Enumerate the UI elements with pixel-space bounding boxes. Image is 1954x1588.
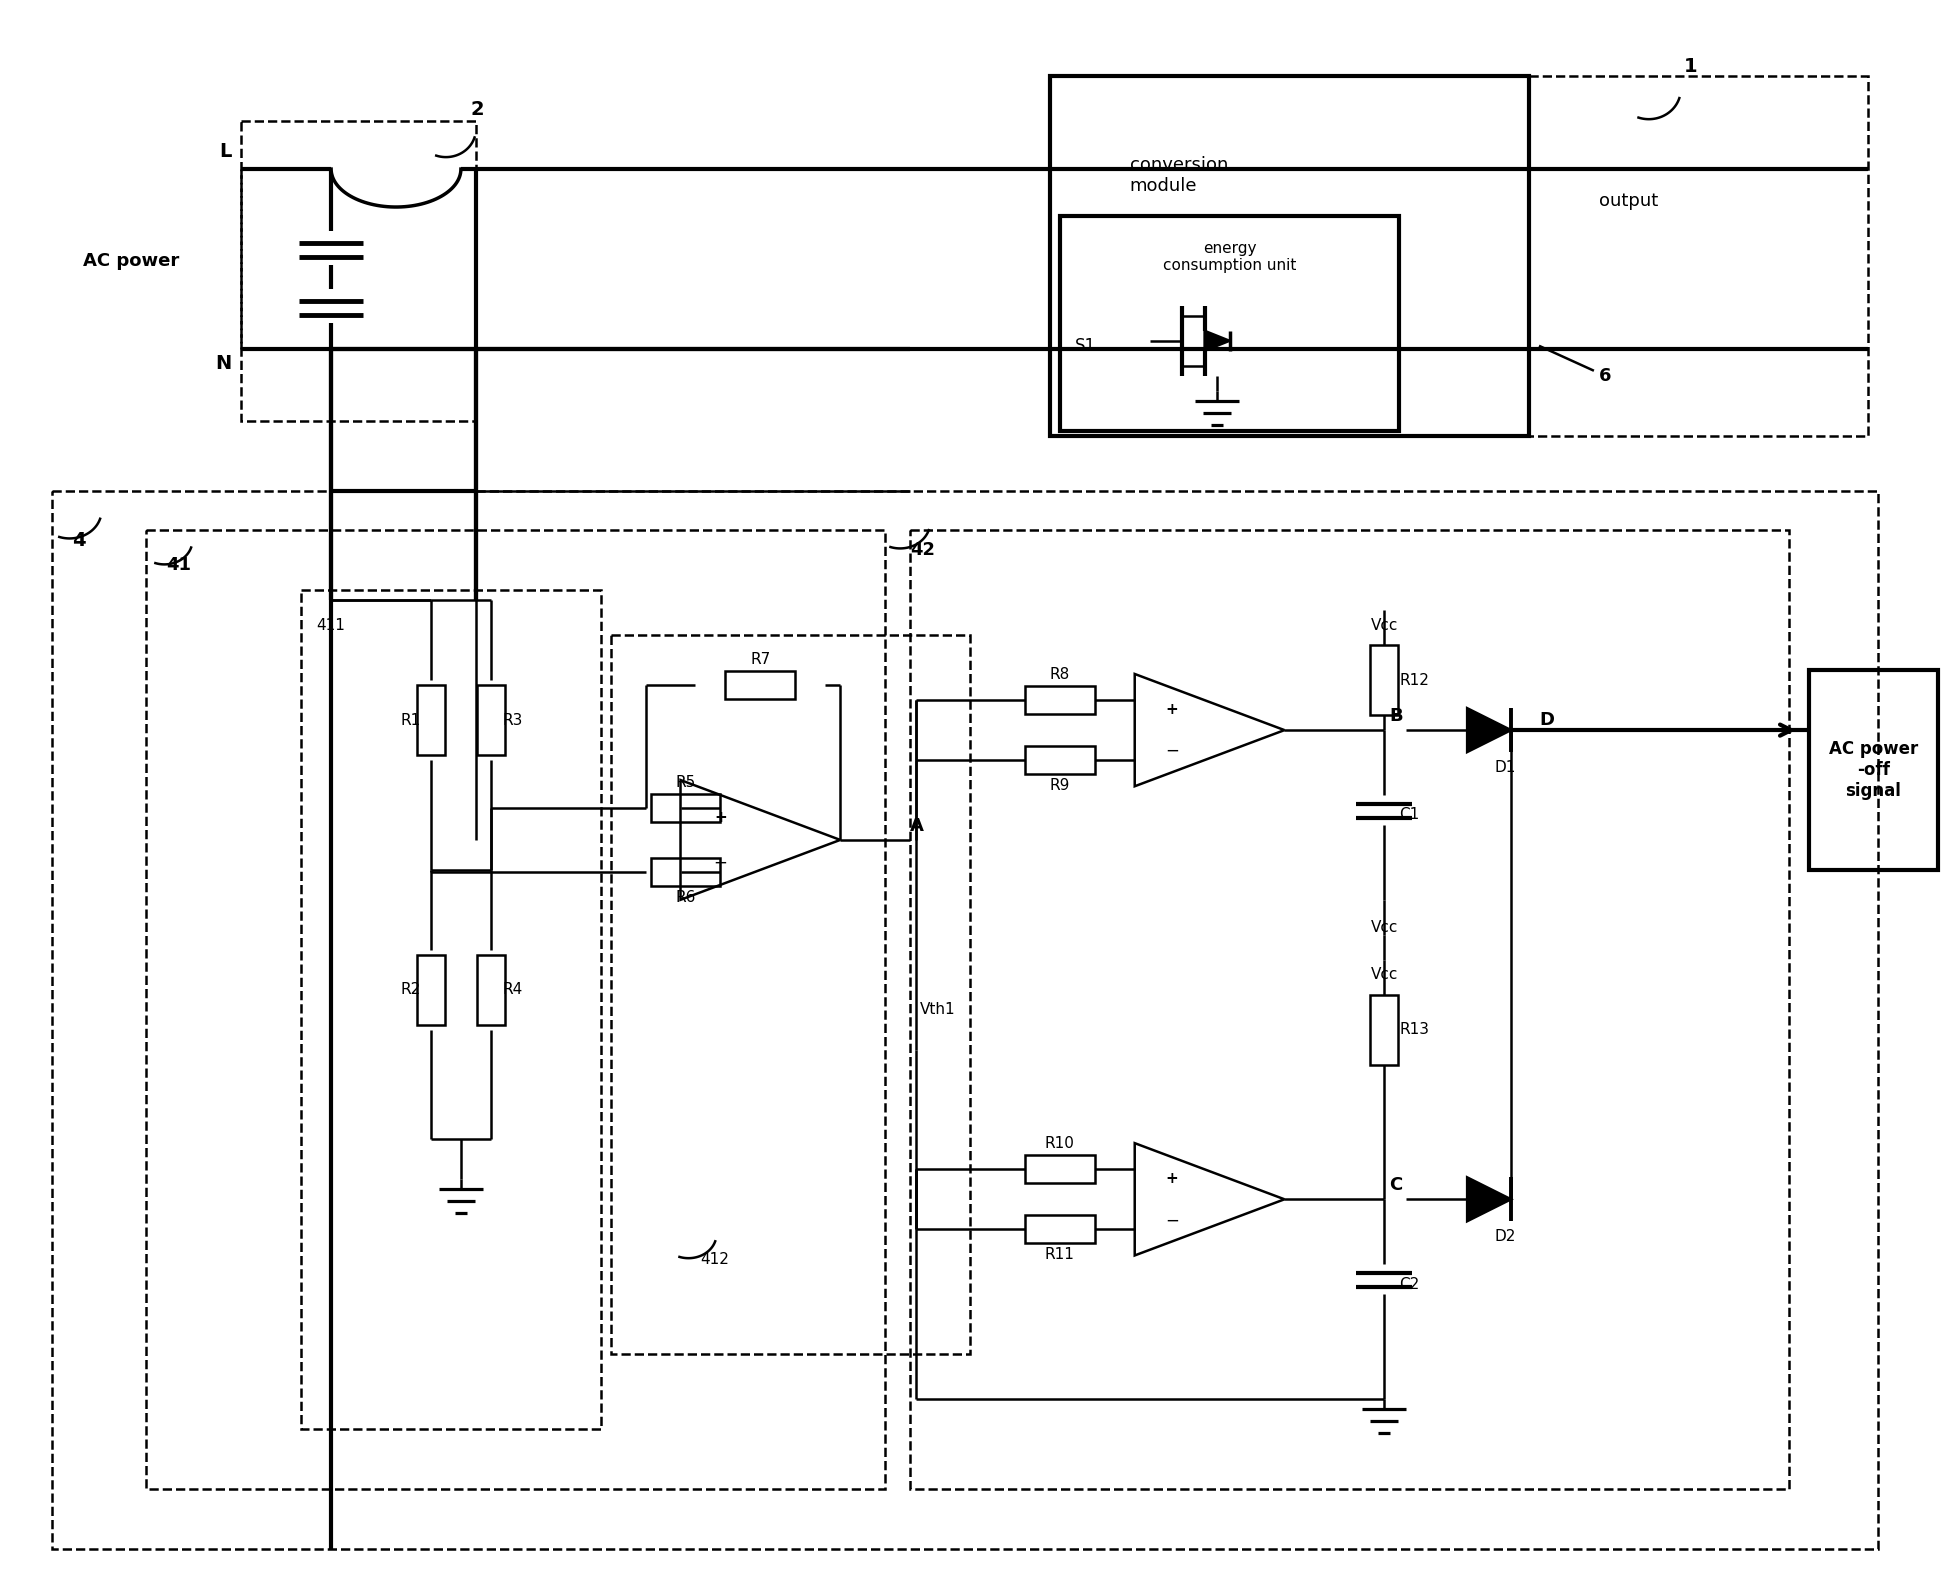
Bar (651, 858, 721, 886)
Bar (612, 635, 969, 1355)
Bar (477, 684, 504, 754)
Text: +: + (1167, 1170, 1178, 1186)
Text: Vcc: Vcc (1370, 967, 1397, 983)
Text: N: N (215, 354, 231, 373)
Bar (1059, 216, 1399, 430)
Text: R11: R11 (1045, 1247, 1075, 1262)
Text: Vcc: Vcc (1370, 618, 1397, 632)
Bar (1809, 670, 1938, 870)
Text: R1: R1 (401, 713, 420, 727)
Text: 42: 42 (911, 542, 936, 559)
Text: L: L (219, 141, 231, 160)
Text: 412: 412 (700, 1251, 729, 1267)
Bar (147, 530, 885, 1490)
Text: R6: R6 (676, 889, 696, 905)
Text: 411: 411 (317, 618, 346, 632)
Text: energy
consumption unit: energy consumption unit (1163, 241, 1296, 273)
Text: D: D (1540, 711, 1553, 729)
Text: R13: R13 (1399, 1023, 1428, 1037)
Bar (1049, 76, 1530, 435)
Bar (725, 672, 795, 699)
Text: C1: C1 (1399, 807, 1419, 823)
Bar (1026, 686, 1094, 715)
Text: R4: R4 (502, 981, 524, 997)
Bar (911, 530, 1788, 1490)
Polygon shape (1204, 330, 1229, 351)
Bar (416, 684, 446, 754)
Text: −: − (1165, 742, 1178, 761)
Polygon shape (1467, 708, 1510, 753)
Text: R12: R12 (1399, 673, 1428, 688)
Bar (1026, 746, 1094, 773)
Text: R9: R9 (1049, 778, 1071, 792)
Text: C2: C2 (1399, 1277, 1419, 1291)
Text: AC power: AC power (84, 252, 180, 270)
Bar (651, 794, 721, 823)
Bar (416, 954, 446, 1024)
Text: R10: R10 (1045, 1137, 1075, 1151)
Text: R2: R2 (401, 981, 420, 997)
Text: −: − (713, 853, 727, 872)
Text: C: C (1389, 1177, 1403, 1194)
Text: Vcc: Vcc (1370, 919, 1397, 935)
Text: R5: R5 (676, 775, 696, 789)
Text: output: output (1598, 192, 1659, 210)
Bar (1370, 645, 1399, 715)
Bar (477, 954, 504, 1024)
Text: S1: S1 (1075, 337, 1096, 354)
Text: R7: R7 (750, 653, 770, 667)
Text: 6: 6 (1598, 367, 1612, 384)
Bar (1026, 1156, 1094, 1183)
Text: Vth1: Vth1 (920, 1002, 956, 1018)
Text: +: + (713, 810, 727, 826)
Polygon shape (1467, 1177, 1510, 1221)
Text: D2: D2 (1495, 1229, 1516, 1245)
Text: conversion
module: conversion module (1129, 156, 1229, 195)
Text: R3: R3 (502, 713, 524, 727)
Bar (51, 491, 1878, 1548)
Text: 41: 41 (166, 556, 191, 575)
Text: A: A (911, 816, 924, 835)
Bar (301, 591, 600, 1429)
Text: R8: R8 (1049, 667, 1071, 683)
Bar (1370, 994, 1399, 1064)
Bar (240, 121, 477, 421)
Text: 2: 2 (471, 100, 485, 119)
Text: AC power
-off
signal: AC power -off signal (1829, 740, 1919, 800)
Text: +: + (1167, 702, 1178, 716)
Bar (1026, 1215, 1094, 1243)
Text: D1: D1 (1495, 761, 1516, 775)
Bar (1530, 76, 1868, 435)
Text: 1: 1 (1684, 57, 1698, 76)
Text: −: − (1165, 1212, 1178, 1229)
Text: 4: 4 (72, 530, 86, 549)
Text: B: B (1389, 707, 1403, 726)
